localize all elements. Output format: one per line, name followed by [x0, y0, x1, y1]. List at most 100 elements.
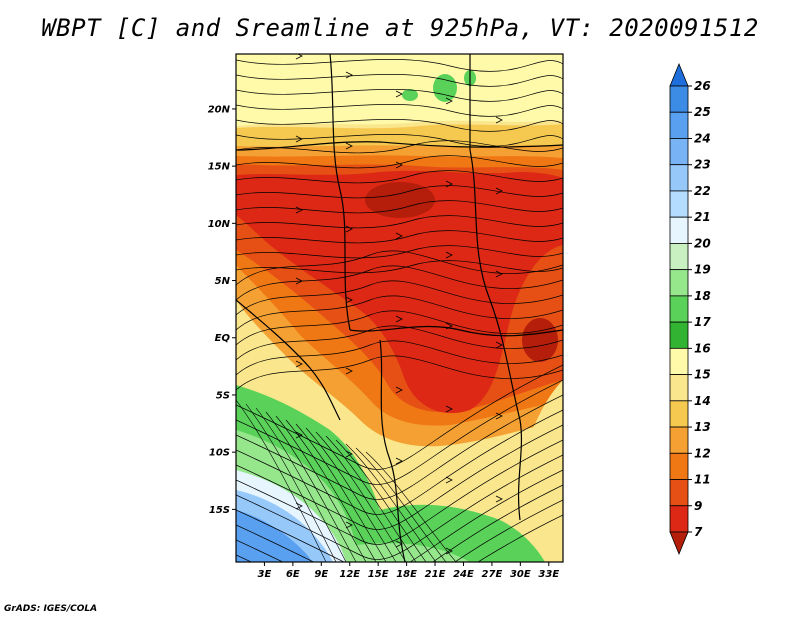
streamline: [236, 409, 563, 515]
streamline: [236, 215, 563, 229]
streamline: [236, 245, 563, 259]
lon-label: 21E: [425, 569, 446, 580]
lon-label: 6E: [286, 569, 300, 580]
colorbar[interactable]: 7 9 11 12 13 14 15 16 17 18 19 20 21 22 23 24 25 26: [669, 62, 711, 556]
streamline: [285, 419, 377, 562]
streamline: [236, 230, 563, 244]
streamline-arrow: [445, 547, 453, 555]
colorbar-label: 23: [694, 158, 711, 172]
streamline: [295, 423, 387, 562]
colorbar-label: 26: [694, 79, 711, 93]
colorbar-swatch: [669, 138, 689, 166]
streamline-arrow: [345, 521, 353, 529]
colorbar-label: 21: [694, 210, 711, 224]
streamline-arrow: [495, 412, 503, 420]
streamline-arrow: [395, 232, 403, 240]
colorbar-label: 22: [694, 184, 711, 198]
streamline: [236, 260, 563, 274]
country-border: [489, 299, 523, 521]
streamline: [236, 155, 563, 169]
colorbar-swatch: [669, 190, 689, 218]
streamline: [245, 403, 337, 562]
colorbar-swatch: [669, 164, 689, 192]
lon-label: 12E: [339, 569, 360, 580]
map-title: WBPT [C] and Sreamline at 925hPa, VT: 20…: [41, 14, 759, 42]
streamline: [236, 424, 563, 530]
colorbar-label: 13: [694, 420, 711, 434]
streamline: [265, 411, 357, 562]
colorbar-swatch: [669, 479, 689, 507]
colorbar-label: 15: [694, 368, 711, 382]
lon-label: 18E: [396, 569, 417, 580]
streamline-arrow: [445, 180, 453, 188]
map-frame: [235, 53, 564, 563]
streamline: [236, 140, 563, 154]
colorbar-label: 9: [694, 499, 702, 513]
streamline: [236, 200, 563, 214]
streamline-arrow: [345, 450, 353, 458]
streamline-arrow: [445, 251, 453, 259]
streamline: [236, 499, 563, 562]
streamline: [305, 427, 397, 562]
country-border: [379, 339, 406, 562]
country-border: [469, 54, 491, 301]
streamline-arrow: [295, 502, 303, 510]
streamline: [355, 447, 447, 562]
streamline-arrow: [495, 187, 503, 195]
field-max-26: [522, 318, 558, 362]
streamline-arrow: [345, 142, 353, 150]
colorbar-bottom-arrow: [669, 531, 689, 556]
streamline: [236, 399, 327, 562]
lon-label: 9E: [314, 569, 328, 580]
streamline: [236, 134, 563, 147]
map-field: [236, 54, 563, 562]
streamline: [236, 379, 563, 485]
colorbar-top-arrow: [669, 62, 689, 87]
streamline: [236, 469, 563, 562]
streamline-arrow: [295, 54, 303, 60]
streamline-arrow: [395, 457, 403, 465]
colorbar-swatch: [669, 269, 689, 297]
grads-credit: GrADS: IGES/COLA: [4, 604, 98, 614]
longitude-axis: 3E 6E 9E 12E 15E 18E 21E 24E 27E 30E 33E: [258, 562, 559, 580]
colorbar-swatch: [669, 216, 689, 244]
streamline-arrow: [295, 431, 303, 439]
colorbar-swatch: [669, 85, 689, 113]
streamline: [236, 59, 563, 72]
colorbar-label: 24: [694, 131, 711, 145]
streamline: [236, 355, 563, 391]
colorbar-swatch: [669, 243, 689, 271]
colorbar-label: 17: [694, 315, 711, 329]
streamline-arrow: [395, 90, 403, 98]
lon-label: 30E: [510, 569, 531, 580]
lat-label: 10N: [208, 219, 231, 230]
colorbar-label: 16: [694, 341, 711, 355]
streamline: [236, 364, 563, 470]
field-north-20: [236, 54, 563, 126]
colorbar-swatch: [669, 374, 689, 402]
streamline: [236, 454, 563, 560]
streamline: [236, 265, 563, 301]
streamline: [335, 439, 427, 562]
lat-label: 10S: [209, 448, 230, 459]
streamline-arrow: [345, 71, 353, 79]
streamline: [236, 170, 563, 184]
streamline: [236, 394, 563, 500]
streamline: [236, 89, 563, 102]
streamline: [236, 325, 563, 361]
colorbar-label: 25: [694, 105, 711, 119]
lon-label: 24E: [453, 569, 474, 580]
streamline-arrow: [445, 405, 453, 413]
streamline-arrow: [295, 135, 303, 143]
lat-label: 5N: [215, 276, 231, 287]
streamline-arrow: [395, 161, 403, 169]
streamline-arrow: [395, 315, 403, 323]
colorbar-label: 18: [694, 289, 711, 303]
field-north-green-patch: [402, 89, 418, 101]
colorbar-swatch: [669, 321, 689, 349]
streamline: [236, 104, 563, 117]
latitude-axis: 20N 15N 10N 5N EQ 5S 10S 15S: [208, 104, 236, 516]
colorbar-swatch: [669, 295, 689, 323]
colorbar-label: 20: [694, 236, 711, 250]
streamline-arrow: [495, 116, 503, 124]
